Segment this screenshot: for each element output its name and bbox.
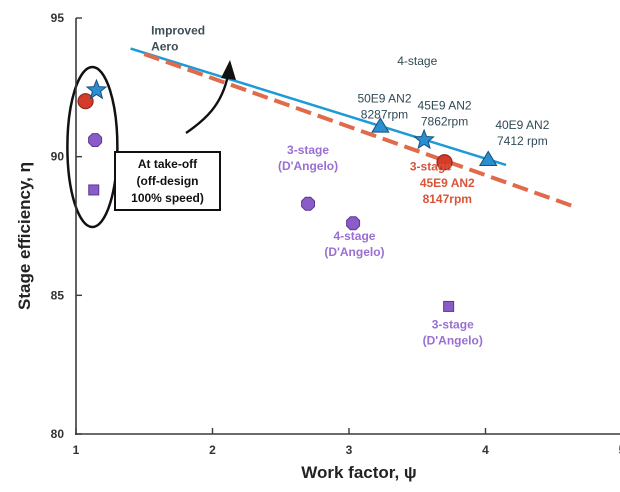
data-point-hexagon: [346, 216, 361, 231]
data-point-star: [85, 78, 108, 100]
arrow-head: [221, 60, 236, 80]
data-point-circle: [436, 154, 453, 171]
annotation-label: 3-stage: [432, 318, 474, 332]
annotation-label: (D'Angelo): [324, 245, 384, 259]
data-point-square: [88, 184, 100, 196]
x-tick-label: 4: [482, 443, 489, 457]
annotation-label: (D'Angelo): [423, 334, 483, 348]
y-axis-label: Stage efficiency, η: [15, 162, 34, 310]
trend-line-4-stage: [130, 47, 507, 167]
annotation-label: 45E9 AN2: [418, 99, 472, 113]
callout-text: 100% speed): [131, 191, 204, 205]
annotation-label: 4-stage: [333, 229, 375, 243]
y-tick-label: 80: [51, 427, 65, 441]
annotation-label: 50E9 AN2: [357, 92, 411, 106]
data-point-star: [413, 128, 435, 150]
data-point-hexagon: [301, 196, 315, 211]
take-off-callout-box: [114, 151, 221, 211]
callout-text: At take-off: [138, 157, 198, 171]
trend-line-3-stage: [143, 52, 575, 209]
annotation-label: 3-stage: [287, 143, 329, 157]
annotation-label: 8147rpm: [423, 192, 472, 206]
annotation-label: 7412 rpm: [497, 134, 548, 148]
annotation-label: 45E9 AN2: [420, 176, 475, 190]
x-axis-label: Work factor, ψ: [301, 463, 416, 482]
annotation-label: 3-stage: [410, 160, 452, 174]
annotation-label: (D'Angelo): [278, 159, 338, 173]
y-tick-label: 90: [51, 150, 65, 164]
take-off-ellipse: [66, 65, 119, 229]
x-tick-label: 3: [346, 443, 353, 457]
x-tick-label: 5: [619, 443, 620, 457]
annotation-label: 8287rpm: [361, 108, 408, 122]
data-point-triangle: [371, 117, 390, 133]
x-tick-label: 1: [73, 443, 80, 457]
annotation-label: 4-stage: [397, 54, 437, 68]
annotation-label: 7862rpm: [421, 115, 468, 129]
data-point-hexagon: [88, 133, 103, 147]
improved-aero-arrow: [185, 74, 230, 134]
data-point-square: [443, 300, 455, 312]
data-point-triangle: [478, 150, 498, 166]
callout-text: (off-design: [137, 174, 199, 188]
annotation-label: 40E9 AN2: [495, 118, 549, 132]
annotation-label: Improved: [151, 24, 205, 38]
x-tick-label: 2: [209, 443, 216, 457]
y-tick-label: 85: [51, 288, 65, 302]
data-point-circle: [77, 93, 94, 110]
annotation-label: Aero: [151, 40, 178, 54]
y-tick-label: 95: [51, 11, 65, 25]
